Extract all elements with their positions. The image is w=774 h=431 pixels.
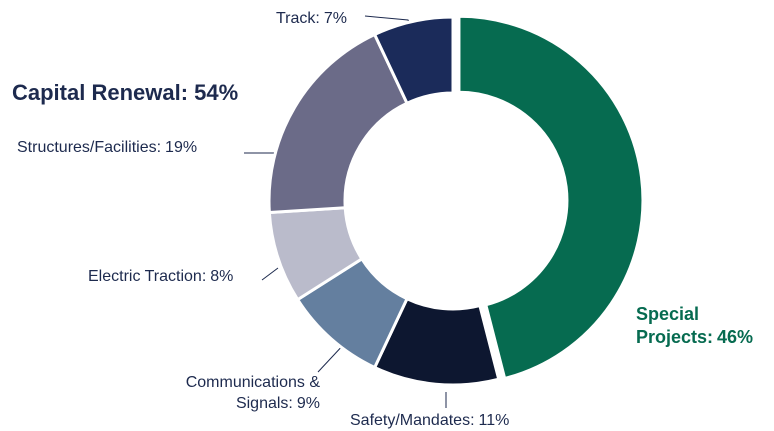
category-label: Track: (276, 10, 320, 27)
value-label: 46% (717, 327, 754, 347)
value-label: 7% (323, 10, 347, 27)
donut-slice (372, 15, 455, 106)
donut-slice (267, 32, 410, 215)
annotation: Capital Renewal: 54% (12, 80, 239, 105)
slice-label: Communications & Signals: 9% (140, 372, 320, 414)
slice-label: Structures/Facilities: 19% (17, 137, 197, 158)
slice-label: Special Projects: 46% (636, 303, 774, 349)
category-label: Communications & Signals: (185, 374, 320, 412)
leader-line (261, 267, 279, 281)
category-label: Structures/Facilities: (17, 139, 162, 156)
slice-label: Safety/Mandates: 11% (350, 410, 509, 431)
value-label: 8% (210, 268, 234, 285)
category-label: Special Projects: (636, 304, 714, 347)
category-label: Safety/Mandates: (350, 412, 475, 429)
slice-label: Electric Traction: 8% (88, 266, 233, 287)
value-label: 19% (165, 139, 198, 156)
category-label: Electric Traction: (88, 268, 207, 285)
slice-label: Track: 7% (276, 8, 347, 29)
value-label: 11% (478, 412, 510, 429)
value-label: 9% (296, 395, 320, 412)
donut-slice (457, 14, 645, 381)
